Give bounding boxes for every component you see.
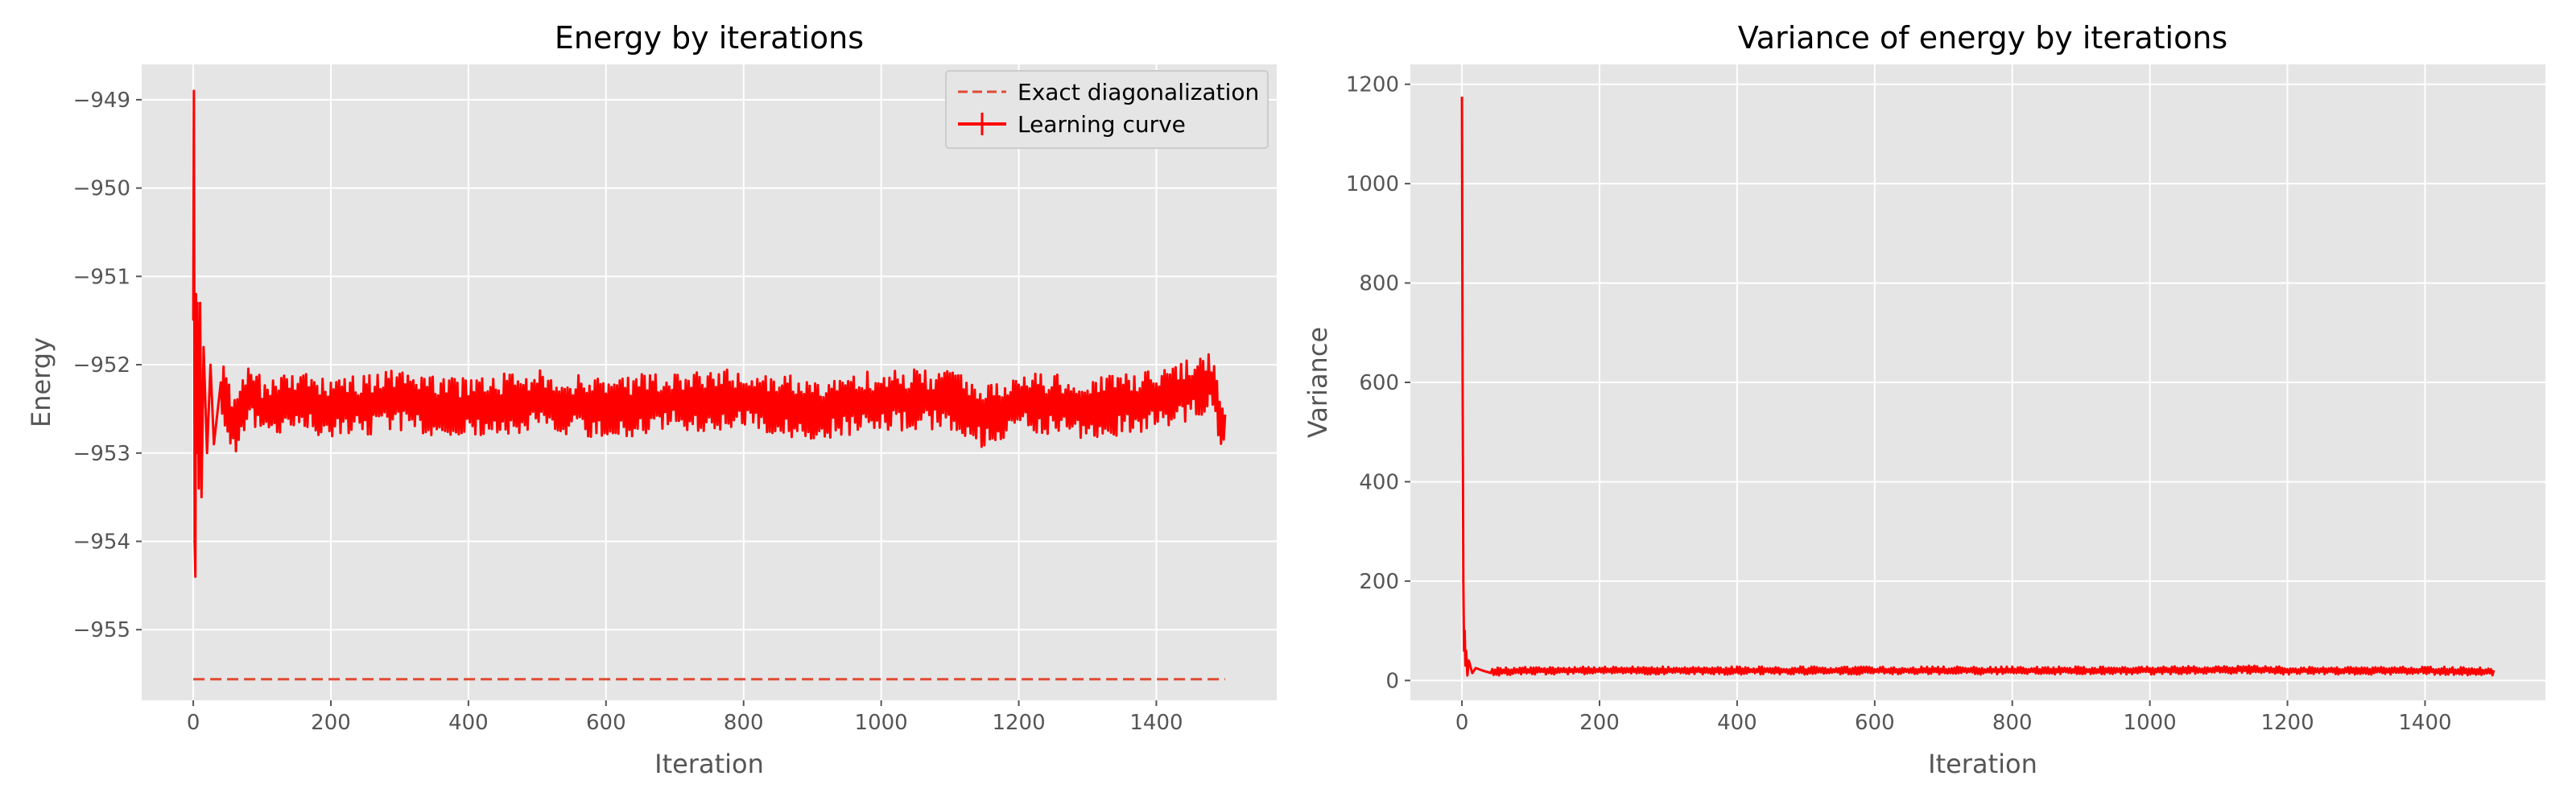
x-axis-label: Iteration: [1928, 749, 2037, 779]
x-ticks: 0 200 400 600 800 1000 1200 1400: [187, 700, 1183, 735]
y-tick-label: −952: [73, 353, 130, 378]
y-tick-label: −949: [73, 89, 130, 113]
y-tick-label: 800: [1359, 272, 1399, 296]
x-tick-label: 1000: [855, 711, 908, 735]
series-layer: [192, 89, 1227, 681]
y-tick-label: 600: [1359, 371, 1399, 395]
y-axis-label: Energy: [26, 337, 56, 427]
variance-chart: 0 200 400 600 800 1000 1200 1400 0 200 400 600 800 1…: [1302, 20, 2545, 779]
x-tick-label: 200: [1579, 711, 1620, 735]
chart-title: Variance of energy by iterations: [1738, 20, 2227, 56]
grid: [1410, 64, 2545, 700]
y-tick-label: −950: [73, 177, 130, 201]
y-tick-label: 1200: [1346, 73, 1399, 97]
legend-box: [945, 70, 1269, 149]
x-tick-label: 1200: [992, 711, 1045, 735]
energy-chart: 0 200 400 600 800 1000 1200 1400 −955−954−953−9…: [26, 20, 1277, 779]
x-tick-label: 800: [1992, 711, 2033, 735]
series-layer: [1460, 97, 2496, 677]
x-tick-label: 1200: [2260, 711, 2314, 735]
x-tick-label: 1000: [2124, 711, 2177, 735]
y-tick-label: 1000: [1346, 172, 1399, 196]
legend-label-exact: Exact diagonalization: [1018, 79, 1259, 105]
x-tick-label: 1400: [1129, 711, 1183, 735]
x-tick-label: 0: [187, 711, 200, 735]
x-tick-label: 600: [586, 711, 626, 735]
chart-title: Energy by iterations: [555, 20, 864, 56]
x-tick-label: 0: [1455, 711, 1469, 735]
series-line-variance: [1460, 97, 2496, 677]
y-axis-label: Variance: [1302, 327, 1333, 438]
x-tick-label: 400: [448, 711, 489, 735]
x-ticks: 0 200 400 600 800 1000 1200 1400: [1455, 700, 2452, 735]
y-tick-label: −954: [73, 530, 130, 555]
y-ticks: 0 200 400 600 800 1000 1200: [1346, 73, 1410, 693]
y-tick-label: −951: [73, 265, 130, 289]
x-tick-label: 800: [724, 711, 764, 735]
legend: Exact diagonalization Learning curve: [945, 70, 1269, 149]
legend-label-learning: Learning curve: [1018, 111, 1186, 138]
series-line-learning-curve: [192, 89, 1227, 578]
y-tick-label: 400: [1359, 470, 1399, 494]
y-ticks: −955 −954 −953 −952 −951 −950 −949: [73, 89, 142, 642]
y-tick-label: −953: [73, 442, 130, 466]
y-tick-label: 0: [1385, 669, 1399, 693]
x-tick-label: 600: [1855, 711, 1895, 735]
y-tick-label: 200: [1359, 570, 1399, 594]
x-axis-label: Iteration: [654, 749, 764, 779]
y-tick-label: −955: [73, 618, 130, 642]
x-tick-label: 400: [1717, 711, 1757, 735]
x-tick-label: 1400: [2398, 711, 2451, 735]
x-tick-label: 200: [311, 711, 351, 735]
grid: [142, 64, 1277, 700]
